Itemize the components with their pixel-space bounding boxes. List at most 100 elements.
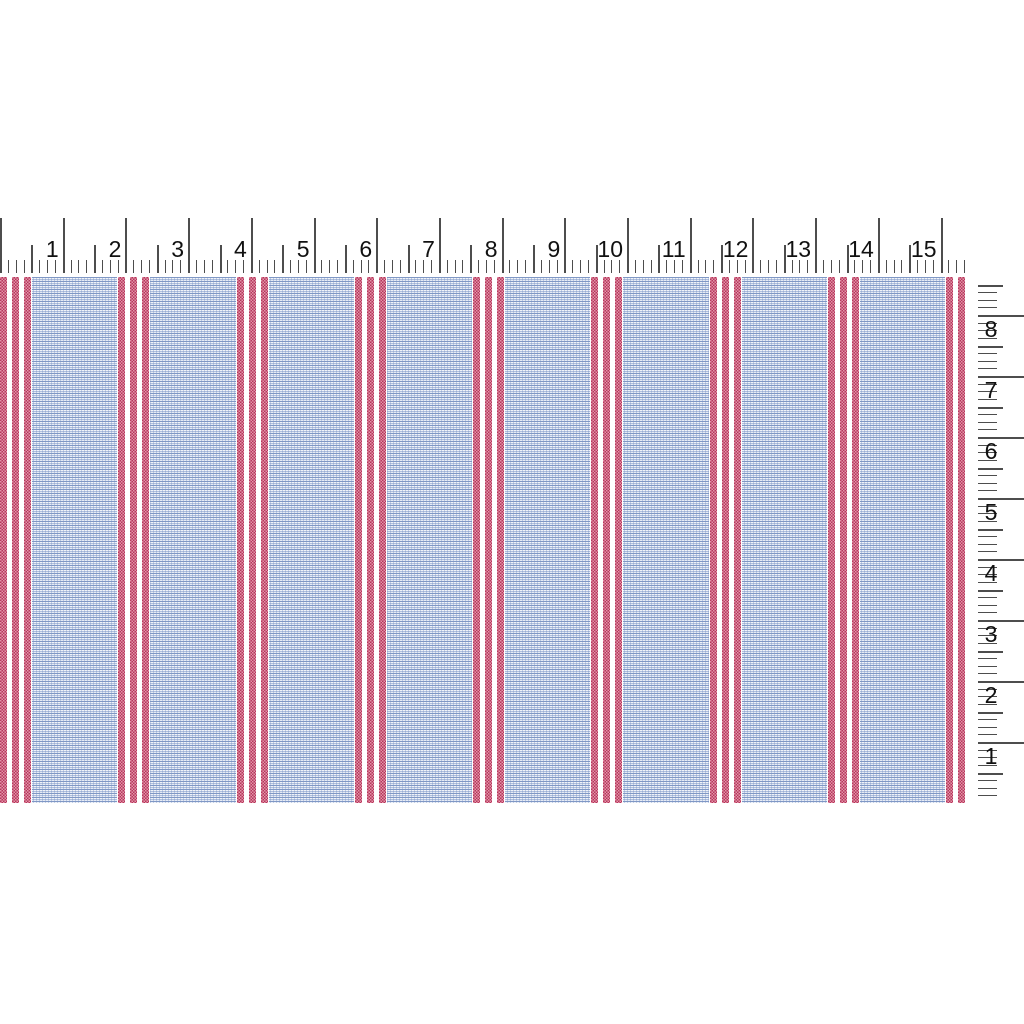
- ruler-number: 6: [984, 438, 998, 464]
- ruler-tick-eighth: [799, 260, 801, 273]
- ruler-tick-half: [31, 245, 34, 273]
- ruler-tick-inch: [313, 218, 316, 273]
- ruler-tick-inch: [0, 218, 2, 273]
- ruler-tick-eighth: [509, 260, 511, 273]
- ruler-tick-eighth: [7, 260, 9, 273]
- ruler-tick-eighth: [917, 260, 918, 273]
- ruler-tick-eighth: [195, 260, 197, 273]
- red-stripe: [958, 277, 965, 803]
- ruler-tick-eighth: [211, 260, 213, 273]
- ruler-tick-eighth: [807, 260, 809, 273]
- ruler-tick-eighth: [760, 260, 762, 273]
- ruler-number: 1: [45, 236, 59, 262]
- ruler-tick-eighth: [978, 726, 997, 728]
- ruler-tick-inch: [689, 218, 692, 273]
- ruler-tick-eighth: [978, 482, 997, 484]
- ruler-tick-eighth: [768, 260, 770, 273]
- ruler-tick-eighth: [580, 260, 581, 273]
- ruler-tick-inch: [250, 218, 253, 273]
- ruler-tick-eighth: [493, 260, 495, 273]
- ruler-tick-half: [282, 245, 285, 273]
- ruler-number: 14: [848, 236, 874, 262]
- ruler-tick-eighth: [978, 658, 997, 660]
- ruler-tick-eighth: [978, 475, 997, 477]
- ruler-tick-eighth: [978, 337, 997, 339]
- ruler-tick-eighth: [548, 260, 550, 273]
- ruler-tick-eighth: [978, 421, 997, 423]
- ruler-tick-eighth: [978, 780, 997, 782]
- ruler-tick-eighth: [978, 688, 997, 690]
- ruler-tick-eighth: [642, 260, 644, 273]
- ruler-number: 3: [984, 621, 998, 647]
- ruler-tick-eighth: [978, 604, 997, 606]
- ruler-tick-eighth: [148, 260, 150, 273]
- ruler-number: 7: [984, 377, 998, 403]
- ruler-tick-eighth: [525, 260, 527, 273]
- ruler-number: 13: [785, 236, 812, 262]
- ruler-tick-eighth: [674, 260, 675, 273]
- ruler-tick-eighth: [948, 260, 950, 273]
- ruler-tick-eighth: [454, 260, 456, 273]
- ruler-tick-eighth: [978, 398, 997, 400]
- red-stripe: [827, 277, 835, 803]
- ruler-tick-eighth: [830, 260, 832, 273]
- ruler-tick-eighth: [352, 260, 354, 273]
- ruler-tick-eighth: [619, 260, 621, 273]
- ruler-tick-eighth: [384, 260, 385, 273]
- ruler-tick-eighth: [775, 260, 777, 273]
- ruler-tick-eighth: [838, 260, 840, 273]
- ruler-tick-inch: [501, 218, 504, 273]
- ruler-tick-eighth: [141, 260, 143, 273]
- ruler-tick-eighth: [978, 719, 997, 721]
- ruler-tick-eighth: [274, 260, 276, 273]
- ruler-tick-inch: [978, 742, 1024, 744]
- ruler-tick-half: [978, 467, 1003, 470]
- ruler-tick-eighth: [978, 764, 997, 766]
- ruler-tick-eighth: [978, 597, 997, 599]
- red-stripe: [615, 277, 623, 803]
- ruler-tick-eighth: [203, 260, 205, 273]
- ruler-tick-eighth: [978, 299, 997, 301]
- ruler-tick-half: [978, 284, 1003, 287]
- red-stripe: [248, 277, 256, 803]
- ruler-tick-eighth: [391, 260, 393, 273]
- red-stripe: [366, 277, 374, 803]
- ruler-tick-half: [978, 528, 1003, 531]
- ruler-tick-eighth: [978, 543, 997, 545]
- ruler-tick-eighth: [47, 260, 48, 273]
- ruler-tick-inch: [978, 376, 1024, 378]
- ruler-tick-eighth: [885, 260, 887, 273]
- red-stripe: [733, 277, 741, 803]
- ruler-tick-eighth: [164, 260, 166, 273]
- ruler-tick-eighth: [978, 368, 997, 370]
- ruler-tick-eighth: [964, 260, 965, 273]
- ruler-tick-eighth: [978, 665, 997, 667]
- ruler-tick-inch: [940, 218, 943, 273]
- ruler-tick-eighth: [978, 642, 997, 644]
- ruler-tick-half: [658, 245, 661, 273]
- ruler-tick-eighth: [978, 490, 997, 492]
- red-stripe: [591, 277, 599, 803]
- ruler-tick-eighth: [266, 260, 268, 273]
- ruler-tick-eighth: [978, 574, 997, 576]
- ruler-number: 6: [359, 236, 373, 262]
- ruler-tick-eighth: [415, 260, 417, 273]
- ruler-tick-eighth: [101, 260, 103, 273]
- ruler-tick-eighth: [611, 260, 613, 273]
- ruler-number: 5: [984, 499, 998, 525]
- ruler-tick-eighth: [791, 260, 793, 273]
- ruler-tick-eighth: [978, 734, 997, 736]
- ruler-number: 7: [422, 236, 435, 262]
- ruler-tick-eighth: [978, 551, 997, 553]
- ruler-tick-eighth: [305, 260, 307, 273]
- ruler-tick-eighth: [681, 260, 683, 273]
- red-stripe: [497, 277, 504, 803]
- ruler-tick-eighth: [978, 414, 997, 416]
- ruler-tick-eighth: [15, 260, 17, 273]
- ruler-tick-eighth: [290, 260, 291, 273]
- ruler-tick-eighth: [978, 566, 997, 568]
- ruler-tick-half: [783, 245, 786, 273]
- ruler-tick-eighth: [978, 536, 997, 538]
- ruler-tick-half: [846, 245, 849, 273]
